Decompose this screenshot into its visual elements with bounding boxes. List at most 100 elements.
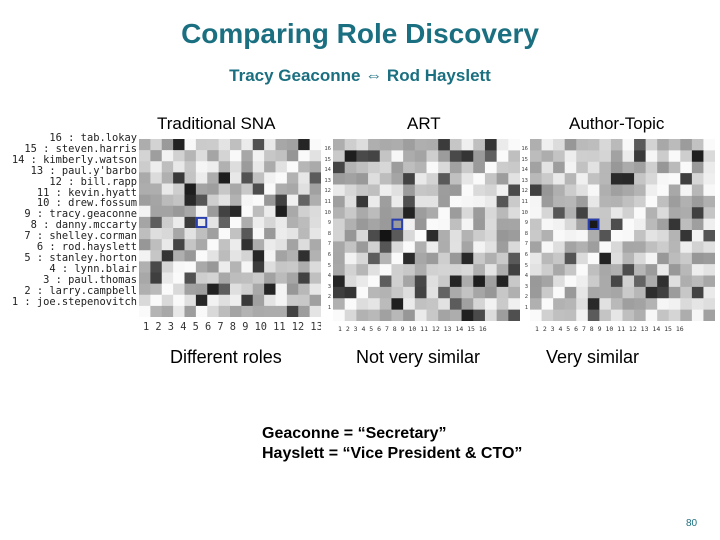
matrix-cell	[553, 298, 566, 311]
matrix-cell	[691, 286, 704, 299]
matrix-cell	[333, 286, 346, 299]
matrix-cell	[161, 139, 174, 151]
matrix-cell	[541, 195, 554, 208]
sna-name: 9 : tracy.geaconne	[24, 209, 137, 221]
matrix-cell	[668, 309, 681, 321]
matrix-cell	[576, 298, 589, 311]
matrix-cell	[668, 161, 681, 174]
matrix-cell	[173, 294, 186, 307]
matrix-cell	[564, 286, 577, 299]
matrix-cell	[449, 230, 463, 242]
matrix-cell	[599, 298, 612, 311]
matrix-cell	[668, 139, 681, 151]
matrix-cell	[275, 150, 288, 162]
matrix-cell	[218, 239, 231, 251]
matrix-cell	[403, 286, 416, 299]
matrix-cell	[173, 283, 186, 296]
matrix-cell	[541, 286, 554, 299]
matrix-cell	[438, 309, 451, 321]
matrix-cell	[610, 218, 623, 231]
matrix-cell	[184, 228, 197, 240]
matrix-cell	[622, 139, 635, 151]
matrix-cell	[645, 195, 658, 208]
matrix-cell	[473, 230, 486, 242]
matrix-cell	[541, 252, 554, 265]
matrix-cell	[484, 298, 498, 311]
matrix-cell	[391, 184, 404, 197]
panel-label-author-topic: Author-Topic	[569, 114, 665, 133]
y-tick: 2	[524, 294, 528, 301]
matrix-cell	[264, 261, 277, 274]
matrix-cell	[449, 309, 463, 321]
matrix-cell	[333, 241, 346, 254]
matrix-cell	[680, 218, 693, 231]
matrix-cell	[379, 150, 392, 163]
matrix-cell	[207, 161, 220, 173]
matrix-cell	[414, 264, 427, 277]
matrix-cell	[309, 250, 321, 262]
matrix-cell	[356, 286, 369, 299]
matrix-cell	[230, 216, 242, 229]
matrix-cell	[461, 252, 474, 265]
matrix-cell	[691, 139, 704, 151]
matrix-cell	[473, 195, 486, 208]
matrix-cell	[530, 161, 543, 174]
highlight-box	[391, 218, 404, 231]
matrix-cell	[403, 252, 416, 265]
matrix-cell	[657, 150, 670, 163]
matrix-cell	[473, 309, 486, 321]
matrix-cell	[668, 173, 681, 186]
matrix-cell	[139, 283, 151, 296]
matrix-cell	[426, 161, 439, 174]
matrix-cell	[368, 173, 381, 186]
matrix-cell	[587, 207, 600, 220]
matrix-cell	[668, 195, 681, 208]
matrix-cell	[252, 194, 265, 207]
matrix-cell	[333, 184, 346, 197]
matrix-cell	[264, 239, 277, 251]
matrix-cell	[541, 264, 554, 277]
matrix-cell	[484, 264, 498, 277]
matrix-cell	[344, 264, 357, 277]
matrix-cell	[298, 250, 311, 262]
y-tick: 9	[327, 220, 331, 227]
matrix-cell	[403, 309, 416, 321]
matrix-cell	[252, 261, 265, 274]
matrix-cell	[391, 218, 404, 231]
matrix-cell	[703, 264, 715, 277]
matrix-cell	[195, 194, 208, 207]
matrix-cell	[403, 207, 416, 220]
matrix-cell	[309, 261, 321, 274]
matrix-cell	[150, 261, 163, 274]
matrix-cell	[691, 241, 704, 254]
matrix-cell	[218, 305, 231, 317]
matrix-cell	[298, 228, 311, 240]
matrix-cell	[530, 309, 543, 321]
matrix-cell	[150, 239, 163, 251]
matrix-cell	[391, 161, 404, 174]
matrix-cell	[645, 207, 658, 220]
matrix-cell	[414, 173, 427, 186]
matrix-cell	[703, 207, 715, 220]
y-tick: 4	[524, 273, 528, 280]
matrix-cell	[195, 150, 208, 162]
matrix-cell	[438, 252, 451, 265]
matrix-cell	[587, 252, 600, 265]
matrix-cell	[610, 161, 623, 174]
matrix-cell	[139, 228, 151, 240]
matrix-cell	[496, 298, 509, 311]
matrix-cell	[218, 194, 231, 207]
matrix-cell	[275, 216, 288, 229]
matrix-cell	[252, 172, 265, 185]
matrix-cell	[530, 298, 543, 311]
matrix-cell	[426, 309, 439, 321]
matrix-cell	[703, 195, 715, 208]
matrix-cell	[634, 195, 647, 208]
matrix-cell	[173, 161, 186, 173]
matrix-cell	[634, 230, 647, 242]
matrix-cell	[680, 184, 693, 197]
sna-name: 4 : lynn.blair	[49, 263, 137, 275]
matrix-cell	[286, 239, 299, 251]
matrix-cell	[344, 184, 357, 197]
matrix-cell	[207, 183, 220, 196]
